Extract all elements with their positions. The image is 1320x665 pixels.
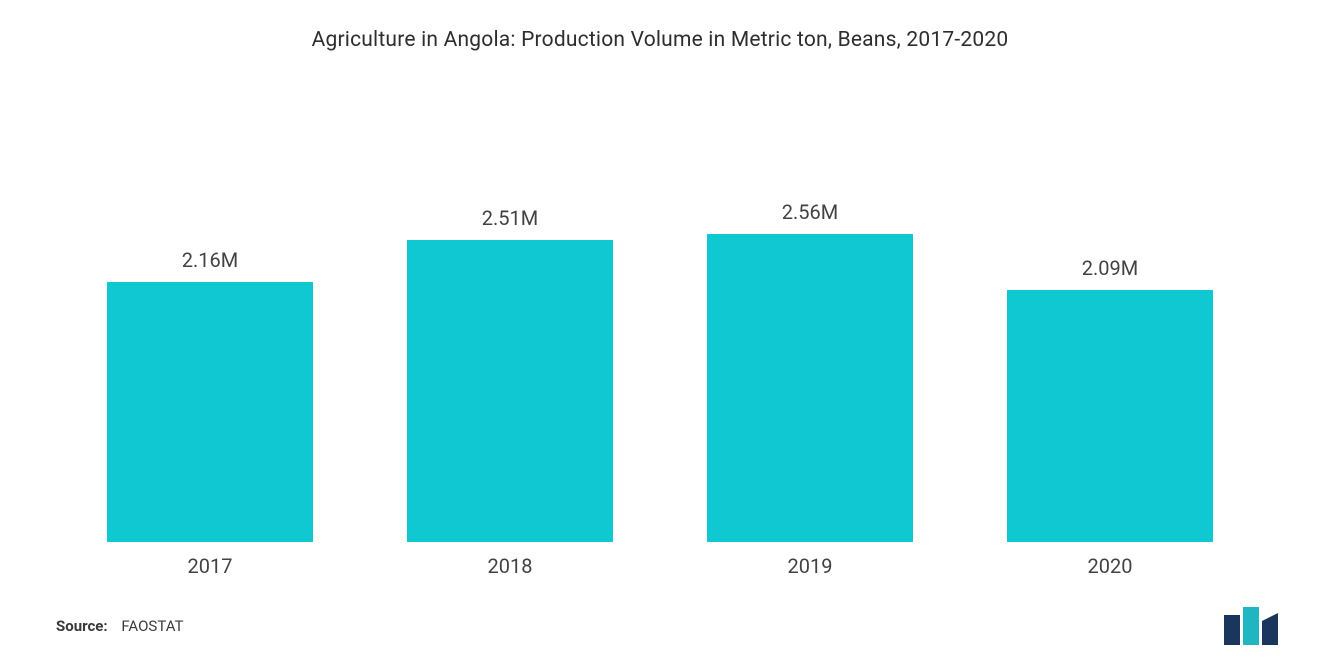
chart-container: Agriculture in Angola: Production Volume…	[0, 0, 1320, 665]
x-tick: 2018	[378, 554, 642, 578]
x-tick: 2017	[78, 554, 342, 578]
x-axis: 2017 2018 2019 2020	[40, 542, 1280, 578]
chart-title: Agriculture in Angola: Production Volume…	[40, 28, 1280, 52]
bar-2020	[1007, 290, 1213, 542]
bar-2019	[707, 234, 913, 542]
bar-2018	[407, 240, 613, 542]
bar-2017	[107, 282, 313, 542]
bar-value-label: 2.16M	[182, 248, 238, 272]
plot-area: 2.16M 2.51M 2.56M 2.09M	[40, 82, 1280, 542]
bar-value-label: 2.56M	[782, 200, 838, 224]
logo-icon	[1220, 607, 1280, 645]
source-citation: Source: FAOSTAT	[56, 617, 183, 635]
source-value: FAOSTAT	[121, 617, 183, 635]
bar-col-2020: 2.09M	[978, 256, 1242, 542]
bar-col-2019: 2.56M	[678, 200, 942, 542]
bar-value-label: 2.51M	[482, 206, 538, 230]
bar-col-2017: 2.16M	[78, 248, 342, 542]
bars-row: 2.16M 2.51M 2.56M 2.09M	[40, 82, 1280, 542]
brand-logo	[1220, 607, 1280, 645]
x-tick: 2020	[978, 554, 1242, 578]
x-tick: 2019	[678, 554, 942, 578]
bar-value-label: 2.09M	[1082, 256, 1138, 280]
source-label: Source:	[56, 617, 108, 635]
bar-col-2018: 2.51M	[378, 206, 642, 542]
